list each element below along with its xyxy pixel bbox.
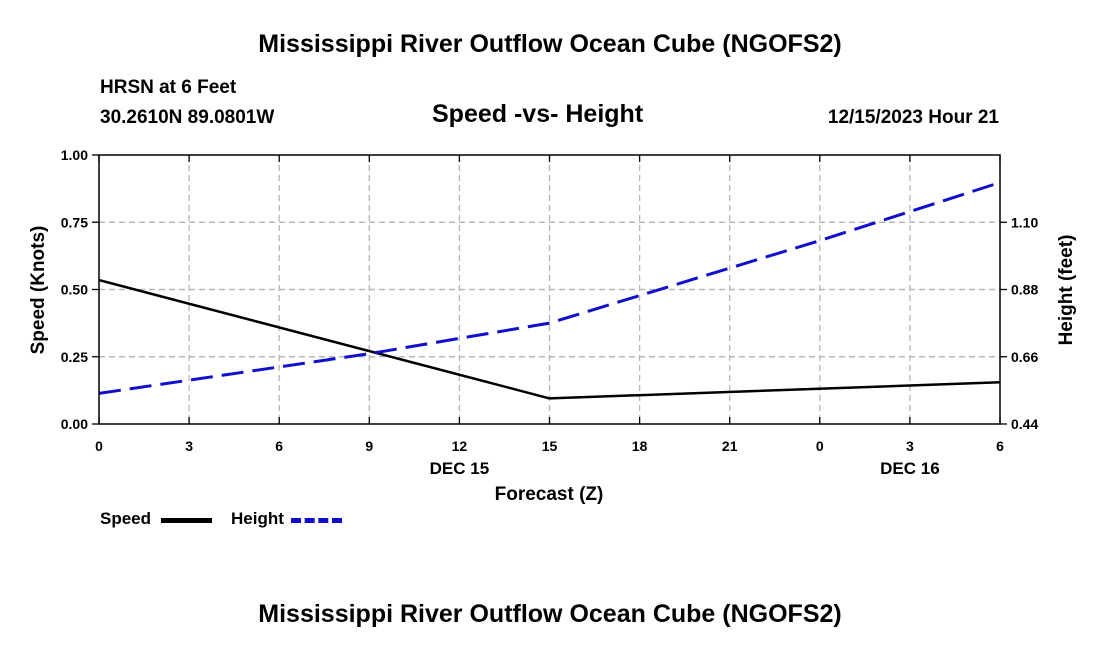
y2-tick-label: 0.66 xyxy=(1011,349,1038,365)
x-tick-label: 3 xyxy=(906,438,914,454)
y-tick-label: 1.00 xyxy=(61,147,88,163)
x-axis-label: Forecast (Z) xyxy=(495,484,604,505)
x-day-label: DEC 15 xyxy=(430,459,490,478)
y-tick-label: 0.75 xyxy=(61,214,88,230)
x-tick-label: 0 xyxy=(816,438,824,454)
x-tick-label: 9 xyxy=(365,438,373,454)
y2-tick-label: 1.10 xyxy=(1011,214,1038,230)
x-day-label: DEC 16 xyxy=(880,459,940,478)
y2-tick-label: 0.88 xyxy=(1011,282,1038,298)
x-tick-label: 15 xyxy=(542,438,558,454)
x-tick-label: 0 xyxy=(95,438,103,454)
location-label: 30.2610N 89.0801W xyxy=(100,107,275,128)
y-tick-label: 0.00 xyxy=(61,416,88,432)
x-tick-label: 6 xyxy=(996,438,1004,454)
x-tick-label: 12 xyxy=(452,438,468,454)
legend-speed-swatch xyxy=(161,518,212,523)
x-tick-label: 3 xyxy=(185,438,193,454)
series-line-height xyxy=(98,181,1001,395)
x-tick-label: 18 xyxy=(632,438,648,454)
legend-height-swatch xyxy=(291,518,342,523)
grid xyxy=(99,155,1000,424)
y-axis-label: Speed (Knots) xyxy=(28,226,49,355)
station-label: HRSN at 6 Feet xyxy=(100,77,237,98)
axes: 0 3 6 9 12 15 18 21 0 3 6 DEC 15 DEC 16 0.00 0.25 0.50 0… xyxy=(61,147,1039,478)
x-tick-label: 21 xyxy=(722,438,738,454)
x-tick-label: 6 xyxy=(275,438,283,454)
y2-tick-label: 0.44 xyxy=(1011,416,1038,432)
series-line-speed xyxy=(98,278,1001,400)
legend-height-label: Height xyxy=(231,509,284,528)
series-layer xyxy=(98,181,1001,400)
datetime-label: 12/15/2023 Hour 21 xyxy=(827,107,999,128)
chart-title: Speed -vs- Height xyxy=(432,100,644,128)
y-tick-label: 0.50 xyxy=(61,282,88,298)
legend-speed-label: Speed xyxy=(100,509,152,528)
footer-title: Mississippi River Outflow Ocean Cube (NG… xyxy=(258,600,842,628)
y2-axis-label: Height (feet) xyxy=(1056,235,1077,346)
main-title: Mississippi River Outflow Ocean Cube (NG… xyxy=(258,30,842,58)
y-tick-label: 0.25 xyxy=(61,349,88,365)
